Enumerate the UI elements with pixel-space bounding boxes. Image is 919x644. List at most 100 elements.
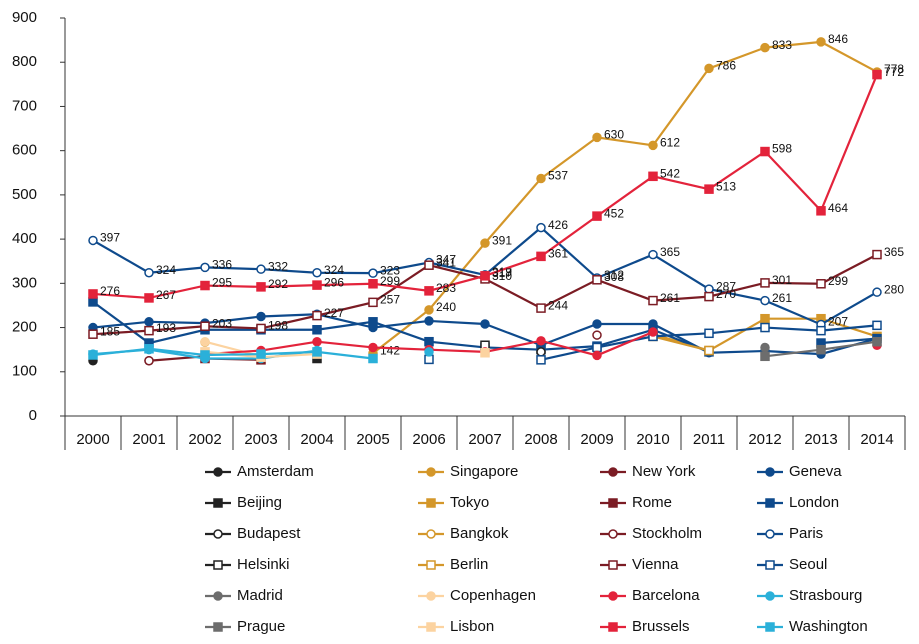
data-point [88, 289, 98, 299]
data-point [872, 287, 882, 297]
data-point [312, 336, 322, 347]
legend-marker [608, 560, 618, 570]
data-label: 391 [492, 233, 512, 247]
data-point [424, 305, 434, 315]
data-label: 261 [660, 291, 680, 305]
data-label: 772 [884, 65, 904, 79]
data-point [200, 262, 210, 273]
legend-label: Tokyo [450, 494, 489, 511]
data-point [536, 355, 546, 365]
data-point [872, 69, 882, 80]
legend-marker [213, 498, 223, 508]
data-point [872, 249, 882, 260]
data-point [816, 325, 826, 336]
legend-marker [765, 529, 775, 539]
data-label: 347 [436, 253, 456, 267]
legend-marker [213, 560, 223, 570]
data-point [760, 42, 770, 53]
data-label: 341 [436, 255, 456, 269]
data-label: 426 [548, 218, 568, 232]
data-point [312, 280, 322, 290]
legend-label: Vienna [632, 556, 679, 573]
data-point [424, 316, 434, 326]
data-label: 198 [268, 319, 288, 333]
legend-marker [608, 467, 618, 477]
data-point [368, 342, 378, 353]
legend-marker [213, 591, 223, 601]
data-label: 299 [828, 274, 848, 288]
data-point [536, 222, 546, 233]
data-label: 323 [380, 263, 400, 277]
data-point [704, 328, 714, 339]
legend-marker [213, 622, 223, 632]
legend-label: Prague [237, 618, 285, 635]
y-tick-label: 700 [12, 97, 37, 114]
y-tick-label: 300 [12, 274, 37, 291]
data-point [760, 342, 770, 353]
data-label: 280 [884, 282, 904, 296]
data-point [536, 251, 546, 262]
data-label: 452 [604, 206, 624, 220]
legend-marker [765, 591, 775, 601]
legend-marker [213, 467, 223, 477]
legend-label: Beijing [237, 494, 282, 511]
data-point [536, 347, 546, 357]
data-label: 324 [324, 263, 344, 277]
data-label: 778 [884, 62, 904, 76]
data-label: 542 [660, 166, 680, 180]
legend-label: Budapest [237, 525, 301, 542]
data-point [312, 325, 322, 335]
data-label: 833 [772, 38, 792, 52]
x-tick-label: 2000 [76, 431, 109, 448]
data-label: 612 [660, 136, 680, 150]
data-point [872, 336, 882, 347]
series-line [92, 347, 374, 360]
x-tick-label: 2002 [188, 431, 221, 448]
y-tick-label: 600 [12, 142, 37, 159]
data-point [536, 336, 546, 346]
x-tick-label: 2014 [860, 431, 893, 448]
legend-label: Geneva [789, 463, 842, 480]
legend-label: Barcelona [632, 587, 700, 604]
series-line [92, 301, 878, 353]
x-tick-label: 2003 [244, 431, 277, 448]
legend-label: Bangkok [450, 525, 509, 542]
series-line [204, 357, 262, 361]
data-point [760, 278, 770, 288]
data-point [648, 249, 658, 260]
data-point [424, 286, 434, 296]
data-label: 193 [156, 321, 176, 335]
x-tick-label: 2001 [132, 431, 165, 448]
data-label: 296 [324, 275, 344, 289]
data-label: 786 [716, 59, 736, 73]
data-point [144, 355, 154, 366]
data-label: 336 [212, 258, 232, 272]
data-point [592, 132, 602, 143]
data-label: 301 [772, 273, 792, 287]
legend-marker [608, 498, 618, 508]
series-line [652, 335, 710, 352]
data-label: 203 [212, 316, 232, 330]
x-tick-label: 2008 [524, 431, 557, 448]
data-label: 185 [100, 324, 120, 338]
data-label: 397 [100, 231, 120, 245]
data-label: 287 [716, 279, 736, 293]
x-tick-label: 2005 [356, 431, 389, 448]
data-point [424, 260, 434, 270]
data-label: 261 [772, 291, 792, 305]
data-point [144, 344, 154, 354]
data-label: 464 [828, 201, 848, 215]
legend-label: Berlin [450, 556, 488, 573]
data-point [200, 321, 210, 331]
data-label: 267 [156, 288, 176, 302]
data-label: 257 [380, 293, 400, 307]
series-line [372, 40, 878, 355]
x-tick-label: 2009 [580, 431, 613, 448]
data-point [480, 238, 490, 248]
data-point [592, 275, 602, 285]
data-point [368, 268, 378, 278]
legend-label: Lisbon [450, 618, 494, 635]
data-point [256, 323, 266, 334]
